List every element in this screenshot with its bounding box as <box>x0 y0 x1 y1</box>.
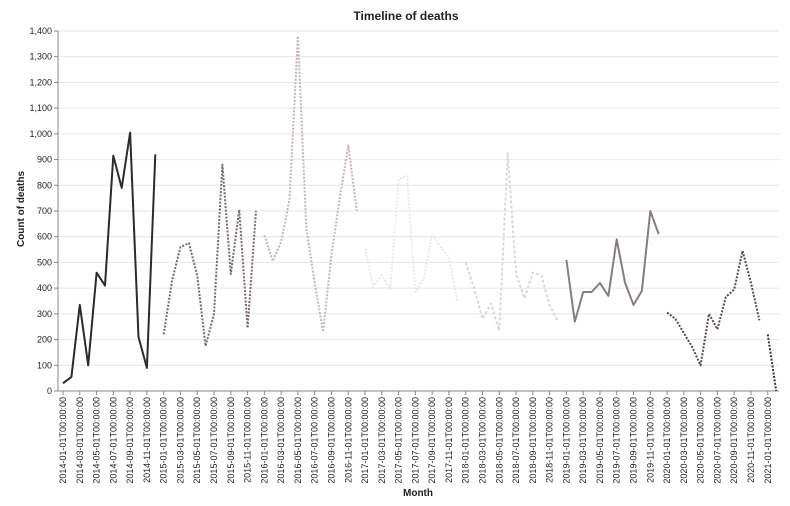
x-tick-label: 2020-03-01T00:00:00 <box>679 397 689 484</box>
x-tick-label: 2015-05-01T00:00:00 <box>192 397 202 484</box>
y-tick-label: 0 <box>47 386 52 396</box>
x-tick-label: 2016-07-01T00:00:00 <box>310 397 320 484</box>
y-tick-label: 500 <box>37 257 52 267</box>
x-tick-label: 2016-09-01T00:00:00 <box>326 397 336 484</box>
series-line-4 <box>464 152 559 332</box>
chart-title: Timeline of deaths <box>353 9 458 23</box>
x-tick-label: 2014-11-01T00:00:00 <box>142 397 152 483</box>
x-tick-label: 2020-05-01T00:00:00 <box>696 397 706 484</box>
x-tick-label: 2017-03-01T00:00:00 <box>377 397 387 484</box>
x-tick-label: 2016-11-01T00:00:00 <box>343 397 353 483</box>
series-line-6 <box>666 249 761 367</box>
x-axis: 2014-01-01T00:00:00 2014-03-01T00:00:00 20… <box>58 390 779 484</box>
grid-lines <box>58 30 779 392</box>
y-tick-label: 600 <box>37 232 52 242</box>
y-axis: 0 100 200 300 400 500 600 700 800 900 1,000 1,100 1,… <box>29 26 59 396</box>
y-tick-label: 400 <box>37 283 52 293</box>
y-tick-label: 1,300 <box>29 52 52 62</box>
x-tick-label: 2020-11-01T00:00:00 <box>746 397 756 483</box>
x-tick-label: 2015-07-01T00:00:00 <box>209 397 219 484</box>
x-tick-label: 2015-11-01T00:00:00 <box>243 397 253 483</box>
series-line-3 <box>364 175 459 302</box>
series-line-2 <box>263 35 358 333</box>
x-tick-label: 2019-09-01T00:00:00 <box>629 397 639 484</box>
series-line-1 <box>162 163 257 347</box>
x-tick-label: 2016-05-01T00:00:00 <box>293 397 303 484</box>
x-tick-label: 2019-05-01T00:00:00 <box>595 397 605 484</box>
y-tick-label: 900 <box>37 155 52 165</box>
x-tick-label: 2020-09-01T00:00:00 <box>729 397 739 484</box>
y-tick-label: 300 <box>37 309 52 319</box>
x-tick-label: 2017-01-01T00:00:00 <box>360 397 370 484</box>
x-tick-label: 2014-07-01T00:00:00 <box>108 397 118 484</box>
y-tick-label: 1,400 <box>29 26 52 36</box>
series-line-0 <box>62 131 157 385</box>
x-tick-label: 2019-07-01T00:00:00 <box>612 397 622 484</box>
x-tick-label: 2015-01-01T00:00:00 <box>159 397 169 484</box>
x-tick-label: 2019-11-01T00:00:00 <box>645 397 655 483</box>
x-tick-label: 2016-01-01T00:00:00 <box>259 397 269 484</box>
y-tick-label: 100 <box>37 360 52 370</box>
series-line-7 <box>766 334 778 392</box>
x-tick-label: 2018-09-01T00:00:00 <box>528 397 538 484</box>
x-tick-label: 2017-07-01T00:00:00 <box>410 397 420 484</box>
x-tick-label: 2015-09-01T00:00:00 <box>226 397 236 484</box>
y-tick-label: 1,100 <box>29 103 52 113</box>
x-tick-label: 2018-07-01T00:00:00 <box>511 397 521 484</box>
y-tick-label: 1,200 <box>29 77 52 87</box>
x-tick-label: 2018-01-01T00:00:00 <box>461 397 471 484</box>
x-tick-label: 2017-11-01T00:00:00 <box>444 397 454 483</box>
x-tick-label: 2014-01-01T00:00:00 <box>58 397 68 484</box>
x-tick-label: 2014-03-01T00:00:00 <box>75 397 85 484</box>
x-tick-label: 2017-05-01T00:00:00 <box>394 397 404 484</box>
x-tick-label: 2019-01-01T00:00:00 <box>561 397 571 484</box>
x-tick-label: 2018-05-01T00:00:00 <box>494 397 504 484</box>
y-tick-label: 1,000 <box>29 129 52 139</box>
x-tick-label: 2019-03-01T00:00:00 <box>578 397 588 484</box>
y-tick-label: 200 <box>37 335 52 345</box>
x-tick-label: 2020-01-01T00:00:00 <box>662 397 672 484</box>
x-tick-label: 2018-03-01T00:00:00 <box>478 397 488 484</box>
x-tick-label: 2015-03-01T00:00:00 <box>175 397 185 484</box>
x-tick-label: 2017-09-01T00:00:00 <box>427 397 437 484</box>
x-axis-title: Month <box>403 488 433 499</box>
x-tick-label: 2014-05-01T00:00:00 <box>92 397 102 484</box>
series-lines <box>62 35 778 392</box>
x-tick-label: 2021-01-01T00:00:00 <box>763 397 773 484</box>
y-axis-title: Count of deaths <box>16 171 27 248</box>
x-tick-label: 2016-03-01T00:00:00 <box>276 397 286 484</box>
x-tick-label: 2018-11-01T00:00:00 <box>545 397 555 483</box>
series-line-5 <box>565 210 660 323</box>
x-tick-label: 2014-09-01T00:00:00 <box>125 397 135 484</box>
x-tick-label: 2020-07-01T00:00:00 <box>712 397 722 484</box>
y-tick-label: 800 <box>37 180 52 190</box>
y-tick-label: 700 <box>37 206 52 216</box>
